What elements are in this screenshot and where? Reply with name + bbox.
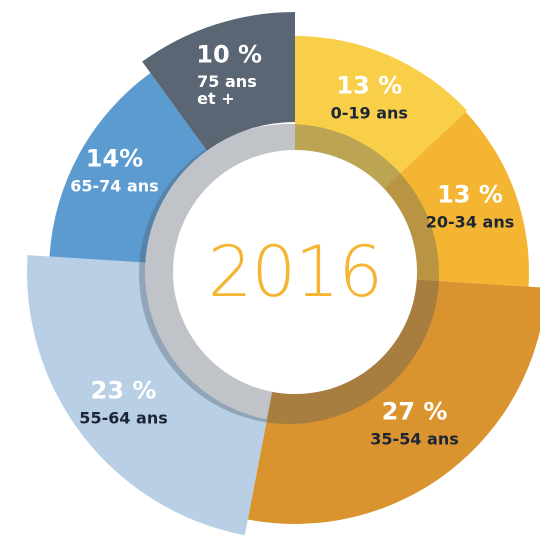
center-hole (173, 150, 417, 394)
donut-segment (26, 255, 267, 536)
donut-segment (49, 72, 207, 263)
value-label: 23 % (90, 376, 157, 405)
value-label: 27 % (381, 397, 448, 426)
donut-segment (295, 36, 468, 189)
category-label: 0-19 ans (330, 103, 408, 123)
category-label: 55-64 ans (79, 408, 168, 428)
category-label: 65-74 ans (70, 176, 159, 196)
chart-title: 2016 (207, 231, 383, 313)
value-label: 13 % (437, 180, 503, 209)
category-label: 75 ans et + (197, 72, 257, 109)
category-label: 20-34 ans (425, 212, 515, 232)
donut-segment (383, 111, 529, 287)
category-label: 35-54 ans (370, 429, 459, 449)
value-label: 14% (85, 144, 144, 173)
value-label: 10 % (196, 40, 263, 69)
value-label: 13 % (336, 71, 403, 100)
donut-segment (247, 279, 540, 524)
donut-segment (142, 11, 295, 151)
